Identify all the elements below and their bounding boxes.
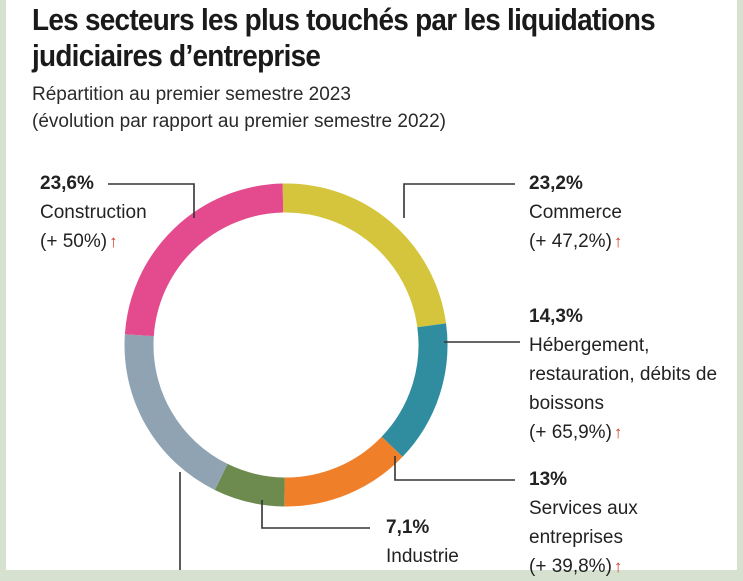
leader-line-industrie — [261, 500, 370, 529]
chart-subtitle-line-2: (évolution par rapport au premier semest… — [32, 111, 446, 132]
value-industrie: 7,1% — [386, 517, 430, 538]
donut-segment-hebergement — [381, 323, 448, 457]
change-services: (+ 39,8%) — [529, 556, 612, 577]
leader-line-commerce — [403, 183, 515, 218]
name-industrie: Industrie — [386, 546, 459, 567]
label-services: 13% Services aux entreprises (+ 39,8%) ↑ — [529, 465, 699, 581]
value-construction: 23,6% — [40, 173, 94, 194]
value-services: 13% — [529, 469, 568, 490]
donut-ring — [124, 183, 448, 507]
value-hebergement: 14,3% — [529, 306, 583, 327]
label-hebergement: 14,3% Hébergement, restauration, débits … — [529, 302, 739, 447]
up-arrow-icon: ↑ — [613, 423, 623, 442]
chart-title: Les secteurs les plus touchés par les li… — [32, 2, 656, 73]
change-hebergement: (+ 65,9%) — [529, 422, 612, 443]
donut-segment-services — [284, 436, 403, 507]
donut-segment-commerce — [282, 183, 447, 328]
label-commerce: 23,2% Commerce (+ 47,2%) ↑ — [529, 169, 622, 256]
leader-line-construction — [108, 183, 195, 218]
name-hebergement: Hébergement, restauration, débits de boi… — [529, 335, 718, 414]
up-arrow-icon: ↑ — [613, 557, 623, 576]
change-construction: (+ 50%) — [40, 231, 108, 252]
name-commerce: Commerce — [529, 202, 622, 223]
leader-line-services — [394, 456, 515, 481]
chart-subtitle-line-1: Répartition au premier semestre 2023 — [32, 84, 351, 105]
donut-segment-industrie — [214, 463, 286, 507]
label-industrie: 7,1% Industrie — [386, 513, 459, 571]
donut-segment-other — [124, 334, 228, 490]
value-commerce: 23,2% — [529, 173, 583, 194]
up-arrow-icon: ↑ — [109, 232, 118, 251]
leader-lines — [108, 183, 520, 570]
label-construction: 23,6% Construction (+ 50%) ↑ — [40, 169, 147, 256]
up-arrow-icon: ↑ — [613, 232, 623, 251]
name-construction: Construction — [40, 202, 147, 223]
change-commerce: (+ 47,2%) — [529, 231, 612, 252]
donut-segment-construction — [124, 183, 284, 337]
name-services: Services aux entreprises — [529, 498, 638, 548]
